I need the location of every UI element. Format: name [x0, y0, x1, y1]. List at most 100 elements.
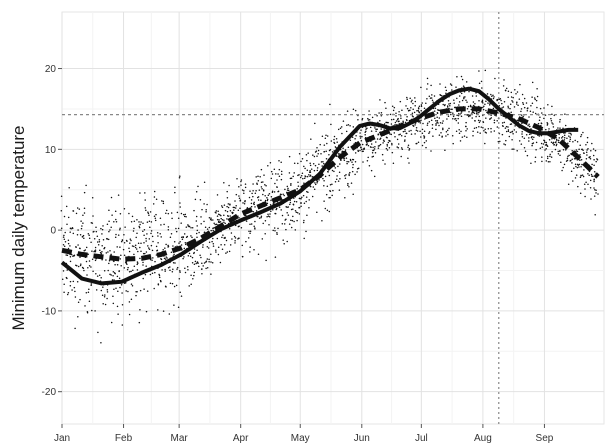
- data-point: [60, 195, 63, 197]
- data-point: [113, 260, 115, 263]
- data-point: [142, 277, 144, 280]
- data-point: [480, 126, 483, 128]
- data-point: [202, 246, 204, 248]
- data-point: [188, 225, 190, 228]
- data-point: [461, 78, 464, 81]
- data-point: [105, 259, 107, 261]
- data-point: [583, 152, 585, 155]
- data-point: [360, 129, 362, 131]
- data-point: [550, 119, 553, 122]
- data-point: [585, 144, 587, 146]
- data-point: [555, 143, 558, 146]
- data-point: [383, 123, 386, 125]
- data-point: [303, 165, 305, 168]
- data-point: [320, 152, 322, 155]
- data-point: [271, 191, 274, 193]
- data-point: [222, 234, 224, 236]
- data-point: [430, 150, 432, 152]
- data-point: [368, 110, 370, 112]
- data-point: [184, 213, 187, 216]
- data-point: [404, 130, 406, 133]
- data-point: [229, 210, 232, 212]
- data-point: [83, 207, 86, 210]
- data-point: [206, 228, 209, 230]
- data-point: [407, 157, 409, 160]
- data-point: [312, 154, 314, 156]
- data-point: [306, 175, 309, 178]
- data-point: [478, 70, 480, 72]
- data-point: [227, 215, 229, 217]
- data-point: [182, 213, 185, 216]
- data-point: [82, 214, 84, 216]
- data-point: [111, 214, 113, 216]
- data-point: [265, 184, 267, 187]
- data-point: [377, 133, 380, 135]
- data-point: [280, 170, 283, 173]
- data-point: [582, 149, 584, 151]
- data-point: [466, 136, 468, 138]
- data-point: [348, 174, 350, 177]
- data-point: [468, 90, 470, 93]
- data-point: [145, 237, 147, 240]
- data-point: [316, 146, 318, 149]
- data-point: [249, 230, 252, 233]
- data-point: [340, 126, 343, 128]
- data-point: [515, 93, 517, 95]
- data-point: [111, 279, 114, 281]
- data-point: [458, 101, 461, 103]
- data-point: [339, 178, 341, 180]
- data-point: [395, 120, 398, 122]
- data-point: [84, 249, 87, 251]
- data-point: [407, 144, 410, 146]
- data-point: [503, 143, 505, 145]
- data-point: [90, 266, 92, 268]
- data-point: [240, 180, 242, 183]
- data-point: [190, 235, 192, 237]
- data-point: [131, 285, 134, 287]
- data-point: [300, 197, 302, 200]
- data-point: [171, 282, 174, 285]
- data-point: [539, 107, 542, 110]
- data-point: [88, 288, 90, 290]
- data-point: [389, 113, 392, 116]
- data-point: [151, 235, 154, 238]
- data-point: [325, 150, 327, 152]
- data-point: [168, 313, 171, 315]
- data-point: [303, 182, 305, 184]
- data-point: [142, 222, 144, 224]
- data-point: [391, 105, 394, 108]
- data-point: [184, 243, 187, 246]
- data-point: [121, 303, 124, 306]
- data-point: [151, 249, 154, 252]
- data-point: [433, 95, 436, 97]
- data-point: [318, 163, 320, 166]
- data-point: [366, 127, 368, 129]
- data-point: [303, 177, 306, 180]
- data-point: [571, 158, 573, 160]
- data-point: [282, 193, 284, 196]
- data-point: [158, 274, 161, 277]
- data-point: [410, 107, 412, 109]
- data-point: [586, 141, 589, 144]
- data-point: [309, 185, 312, 188]
- data-point: [305, 196, 308, 198]
- data-point: [372, 149, 374, 152]
- data-point: [94, 249, 97, 251]
- data-point: [510, 123, 513, 125]
- data-point: [292, 203, 295, 206]
- data-point: [472, 104, 475, 107]
- data-point: [306, 214, 308, 216]
- data-point: [150, 221, 153, 223]
- data-point: [507, 106, 510, 109]
- data-point: [460, 75, 463, 78]
- data-point: [508, 135, 511, 138]
- data-point: [587, 183, 589, 185]
- data-point: [303, 219, 305, 222]
- data-point: [298, 213, 301, 215]
- data-point: [215, 212, 217, 214]
- data-point: [95, 289, 98, 291]
- data-point: [505, 139, 507, 142]
- data-point: [67, 291, 70, 294]
- data-point: [435, 124, 437, 126]
- data-point: [155, 198, 158, 201]
